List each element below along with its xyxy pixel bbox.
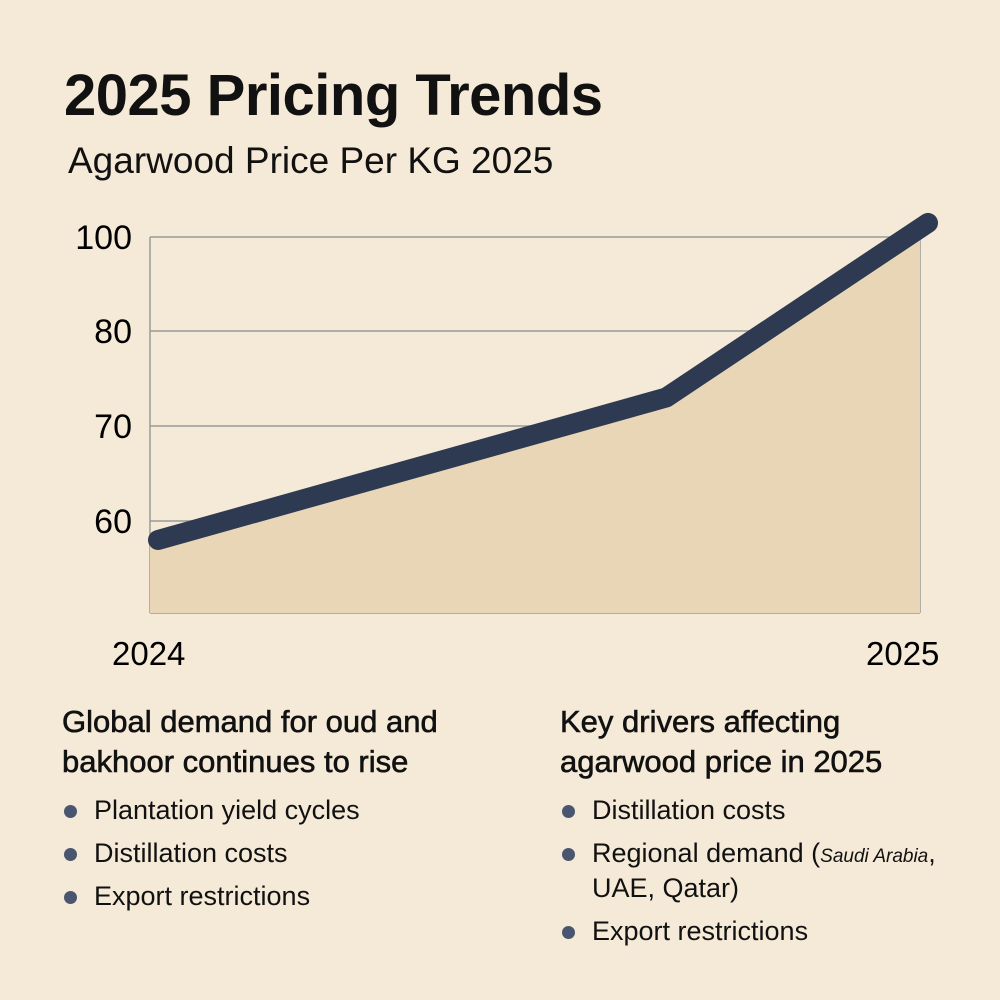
bullet-icon — [562, 804, 575, 818]
bullet-icon — [64, 847, 77, 861]
y-tick-label: 60 — [94, 503, 132, 541]
bullet-icon — [562, 847, 575, 861]
page-title: 2025 Pricing Trends — [64, 63, 603, 128]
list-item: Export restrictions — [62, 879, 482, 914]
bullet-icon — [64, 804, 77, 818]
x-tick-label: 2025 — [866, 635, 939, 672]
list-item: Regional demand (Saudi Arabia, UAE, Qata… — [560, 836, 980, 906]
price-area — [150, 222, 928, 613]
chart-subtitle: Agarwood Price Per KG 2025 — [68, 140, 554, 181]
y-tick-label: 100 — [75, 219, 132, 257]
x-tick-label: 2024 — [112, 635, 185, 672]
left-column: Global demand for oud and bakhoor contin… — [62, 702, 482, 922]
bullet-icon — [562, 925, 575, 939]
list-item: Plantation yield cycles — [62, 793, 482, 828]
price-line — [148, 212, 938, 550]
right-column: Key drivers affecting agarwood price in … — [560, 702, 980, 957]
list-item: Export restrictions — [560, 914, 980, 949]
bullet-icon — [64, 890, 77, 904]
right-heading: Key drivers affecting agarwood price in … — [560, 704, 883, 780]
list-item: Distillation costs — [62, 836, 482, 871]
y-tick-label: 70 — [94, 408, 132, 446]
list-item: Distillation costs — [560, 793, 980, 828]
left-heading: Global demand for oud and bakhoor contin… — [62, 704, 438, 780]
y-tick-label: 80 — [94, 313, 132, 351]
